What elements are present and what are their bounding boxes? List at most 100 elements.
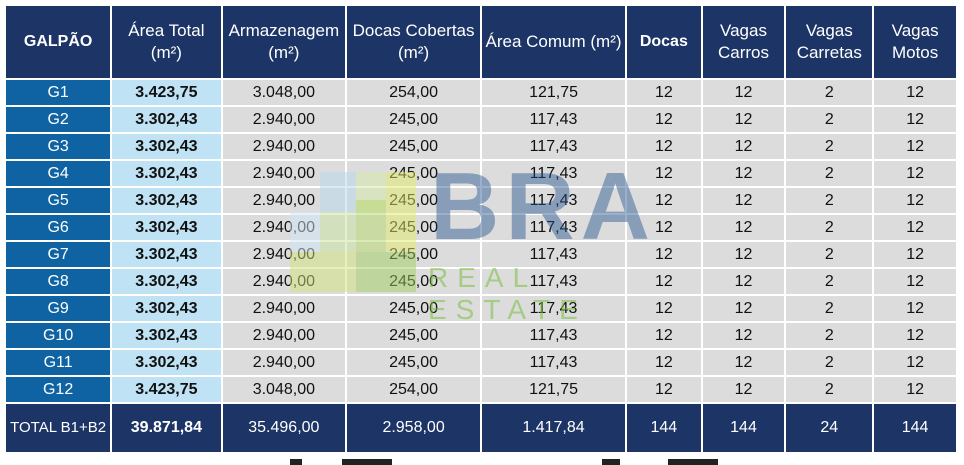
cell-galpao: G1 [6,80,111,105]
cell-galpao: G2 [6,107,111,132]
cell-area-total: 3.302,43 [112,161,221,186]
cell-vagas-carretas: 2 [786,215,873,240]
cell-docas-cobertas: 245,00 [347,215,480,240]
cell-vagas-carros: 12 [702,80,785,105]
cell-docas: 12 [627,215,701,240]
cell-docas-cobertas: 245,00 [347,161,480,186]
cell-armazenagem: 2.940,00 [222,188,346,213]
cell-docas: 144 [627,404,701,452]
table-wrapper: GALPÃO Área Total (m²) Armazenagem (m²) … [4,4,958,454]
table-row: G12 3.423,75 3.048,00 254,00 121,75 12 12 2 12 [6,377,956,402]
cell-area-comum: 117,43 [482,269,626,294]
cell-docas-cobertas: 245,00 [347,296,480,321]
cell-armazenagem: 2.940,00 [222,323,346,348]
cell-docas-cobertas: 2.958,00 [347,404,480,452]
cell-vagas-carretas: 2 [786,188,873,213]
cell-docas-cobertas: 245,00 [347,269,480,294]
cell-vagas-carretas: 2 [786,350,873,375]
cell-area-comum: 117,43 [482,242,626,267]
cell-vagas-motos: 12 [874,161,956,186]
warehouse-table: GALPÃO Área Total (m²) Armazenagem (m²) … [4,4,958,454]
cell-docas-cobertas: 245,00 [347,134,480,159]
cell-area-comum: 117,43 [482,188,626,213]
cell-armazenagem: 2.940,00 [222,215,346,240]
cell-vagas-motos: 12 [874,323,956,348]
cell-area-comum: 117,43 [482,107,626,132]
header-area-comum: Área Comum (m²) [482,6,626,78]
cell-docas: 12 [627,188,701,213]
cell-docas: 12 [627,269,701,294]
cell-armazenagem: 2.940,00 [222,242,346,267]
cell-docas: 12 [627,80,701,105]
table-row: G8 3.302,43 2.940,00 245,00 117,43 12 12 2 12 [6,269,956,294]
cell-galpao: G7 [6,242,111,267]
cell-armazenagem: 3.048,00 [222,80,346,105]
cell-armazenagem: 2.940,00 [222,107,346,132]
cell-galpao: TOTAL B1+B2 [6,404,111,452]
cell-vagas-motos: 12 [874,80,956,105]
table-row: G7 3.302,43 2.940,00 245,00 117,43 12 12 2 12 [6,242,956,267]
cell-area-comum: 1.417,84 [482,404,626,452]
cell-area-total: 3.302,43 [112,350,221,375]
cell-area-comum: 117,43 [482,161,626,186]
cell-armazenagem: 3.048,00 [222,377,346,402]
cell-vagas-carros: 12 [702,296,785,321]
cell-armazenagem: 2.940,00 [222,350,346,375]
cell-armazenagem: 2.940,00 [222,161,346,186]
cell-area-total: 3.302,43 [112,134,221,159]
cell-galpao: G9 [6,296,111,321]
cell-area-total: 3.423,75 [112,80,221,105]
table-row: G5 3.302,43 2.940,00 245,00 117,43 12 12 2 12 [6,188,956,213]
total-row: TOTAL B1+B2 39.871,84 35.496,00 2.958,00 1.4… [6,404,956,452]
header-galpao: GALPÃO [6,6,111,78]
cell-galpao: G12 [6,377,111,402]
cell-area-total: 3.302,43 [112,215,221,240]
cell-vagas-carros: 12 [702,323,785,348]
cell-area-total: 3.302,43 [112,242,221,267]
cell-vagas-carros: 12 [702,350,785,375]
cell-vagas-motos: 12 [874,350,956,375]
cell-area-total: 3.302,43 [112,323,221,348]
cell-docas: 12 [627,242,701,267]
cell-docas-cobertas: 245,00 [347,242,480,267]
cell-vagas-carretas: 2 [786,134,873,159]
table-row: G2 3.302,43 2.940,00 245,00 117,43 12 12 2 12 [6,107,956,132]
table-row: G6 3.302,43 2.940,00 245,00 117,43 12 12 2 12 [6,215,956,240]
cell-docas-cobertas: 254,00 [347,80,480,105]
cell-vagas-carros: 12 [702,161,785,186]
header-vagas-motos: Vagas Motos [874,6,956,78]
cell-docas-cobertas: 245,00 [347,188,480,213]
cell-galpao: G3 [6,134,111,159]
cell-vagas-carretas: 2 [786,107,873,132]
cell-galpao: G10 [6,323,111,348]
cell-area-comum: 117,43 [482,323,626,348]
table-row: G10 3.302,43 2.940,00 245,00 117,43 12 12 2 12 [6,323,956,348]
cell-vagas-carretas: 2 [786,80,873,105]
cell-docas: 12 [627,107,701,132]
cell-vagas-carretas: 2 [786,242,873,267]
cell-area-total: 3.423,75 [112,377,221,402]
cell-docas-cobertas: 254,00 [347,377,480,402]
cell-docas-cobertas: 245,00 [347,323,480,348]
cell-vagas-carros: 144 [702,404,785,452]
cell-vagas-carretas: 2 [786,269,873,294]
cell-vagas-carretas: 2 [786,296,873,321]
cell-vagas-motos: 144 [874,404,956,452]
cell-area-total: 39.871,84 [112,404,221,452]
cell-galpao: G4 [6,161,111,186]
cell-docas: 12 [627,323,701,348]
cell-vagas-carretas: 24 [786,404,873,452]
table-row: G4 3.302,43 2.940,00 245,00 117,43 12 12 2 12 [6,161,956,186]
cell-docas: 12 [627,350,701,375]
cell-area-comum: 117,43 [482,215,626,240]
cell-armazenagem: 2.940,00 [222,269,346,294]
cell-area-comum: 117,43 [482,350,626,375]
cell-area-comum: 121,75 [482,377,626,402]
table-row: G9 3.302,43 2.940,00 245,00 117,43 12 12 2 12 [6,296,956,321]
cell-docas-cobertas: 245,00 [347,350,480,375]
cell-vagas-motos: 12 [874,242,956,267]
cell-docas: 12 [627,161,701,186]
cell-vagas-carros: 12 [702,215,785,240]
cell-armazenagem: 2.940,00 [222,134,346,159]
cell-vagas-carros: 12 [702,188,785,213]
